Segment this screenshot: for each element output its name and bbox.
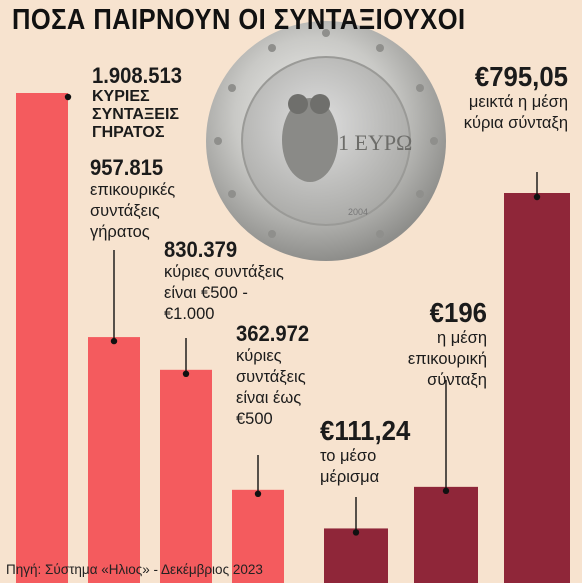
bar-1-5 xyxy=(414,486,478,583)
leader-dot xyxy=(352,529,360,536)
desc-line: η μέση xyxy=(437,329,487,347)
bar-1-6 xyxy=(504,193,570,583)
desc-line: επικουρική xyxy=(407,350,487,368)
value-label-main-pensions: 1.908.513 xyxy=(92,63,183,88)
annotation-up-to-500: 362.972 κύριες συντάξεις είναι έως €500 xyxy=(236,322,316,430)
desc-line: σύνταξη xyxy=(427,371,487,389)
desc-line: το μέσο xyxy=(320,447,377,465)
leader-dot xyxy=(442,487,450,495)
desc-line: κύρια σύνταξη xyxy=(463,114,568,132)
value-label-500-1000: 830.379 xyxy=(164,237,238,262)
leader-dot xyxy=(254,490,262,498)
value-label-up-to-500: 362.972 xyxy=(236,321,310,346)
value-label-avg-supplementary: €196 xyxy=(429,297,487,328)
annotation-dividend: €111,24 το μέσο μέρισμα xyxy=(320,416,418,488)
desc-line: €500 xyxy=(236,410,273,428)
desc-line: συντάξεις xyxy=(236,368,306,386)
desc-line: κύριες συντάξεις xyxy=(164,263,284,281)
coin-text: 1 ΕΥΡΩ xyxy=(338,130,412,155)
euro-1-coin-icon: 1 ΕΥΡΩ 2004 xyxy=(206,21,446,261)
coin-year: 2004 xyxy=(348,207,368,217)
desc-line: είναι €500 - xyxy=(164,284,248,302)
desc-line: συντάξεις xyxy=(90,202,160,220)
value-label-avg-main: €795,05 xyxy=(474,61,568,92)
value-label-supplementary: 957.815 xyxy=(90,155,164,180)
annotation-500-1000: 830.379 κύριες συντάξεις είναι €500 - €1… xyxy=(164,238,284,325)
bar-1-4 xyxy=(324,528,388,583)
leader-dot xyxy=(64,93,72,101)
bar-0-0 xyxy=(16,93,68,583)
annotation-main-pensions: 1.908.513 ΚΥΡΙΕΣ ΣΥΝΤΑΞΕΙΣ ΓΗΡΑΤΟΣ xyxy=(92,64,190,142)
bar-0-1 xyxy=(88,337,140,583)
desc-line: κύριες xyxy=(236,347,282,365)
desc-line: μέρισμα xyxy=(320,468,380,486)
desc-line: επικουρικές xyxy=(90,181,176,199)
owl-icon xyxy=(282,94,338,182)
annotation-avg-supplementary: €196 η μέση επικουρική σύνταξη xyxy=(337,298,487,391)
leader-dot xyxy=(182,370,190,378)
bar-0-2 xyxy=(160,369,212,583)
desc-line: €1.000 xyxy=(164,305,215,323)
desc-line: ΓΗΡΑΤΟΣ xyxy=(92,124,165,141)
annotation-supplementary: 957.815 επικουρικές συντάξεις γήρατος xyxy=(90,156,175,243)
desc-line: μεικτά η μέση xyxy=(468,93,568,111)
desc-line: ΚΥΡΙΕΣ xyxy=(92,88,150,105)
annotation-avg-main: €795,05 μεικτά η μέση κύρια σύνταξη xyxy=(398,62,568,134)
bar-0-3 xyxy=(232,489,284,583)
value-label-dividend: €111,24 xyxy=(320,415,411,446)
desc-line: γήρατος xyxy=(90,223,150,241)
leader-dot xyxy=(533,193,541,201)
source-note: Πηγή: Σύστημα «Ηλιος» - Δεκέμβριος 2023 xyxy=(6,562,263,577)
desc-line: είναι έως xyxy=(236,389,302,407)
page-title: ΠΟΣΑ ΠΑΙΡΝΟΥΝ ΟΙ ΣΥΝΤΑΞΙΟΥΧΟΙ xyxy=(12,4,466,36)
leader-dot xyxy=(110,337,118,345)
desc-line: ΣΥΝΤΑΞΕΙΣ xyxy=(92,106,179,123)
